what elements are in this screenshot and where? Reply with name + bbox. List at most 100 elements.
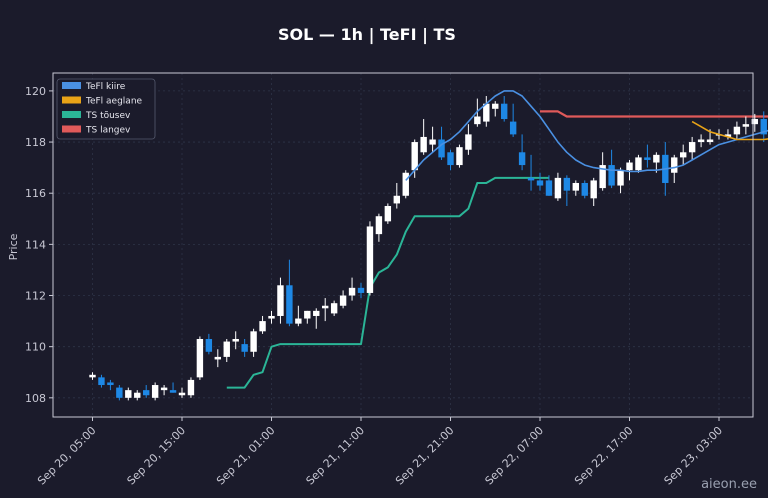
candle-body [429, 139, 436, 145]
candle-body [250, 331, 257, 352]
x-tick-label: Sep 22, 17:00 [572, 424, 636, 488]
candle [160, 385, 168, 396]
candle-body [322, 305, 329, 309]
candle [295, 305, 302, 327]
candle-body [313, 310, 320, 316]
candle-body [393, 195, 400, 204]
candle [107, 379, 114, 391]
legend: TeFl kiire TeFl aeglane TS tõusev TS langev [56, 78, 156, 140]
candle [89, 372, 96, 380]
candle [581, 180, 588, 199]
candle-body [232, 338, 239, 342]
candle-body [268, 315, 275, 319]
candle [554, 172, 562, 201]
candle [697, 134, 705, 148]
candle [313, 308, 320, 329]
candle [205, 333, 213, 355]
candle-body [160, 387, 168, 391]
candle-body [671, 157, 678, 173]
candle-body [277, 285, 284, 316]
y-axis-label: Price [7, 233, 20, 260]
candle [760, 111, 767, 143]
candle [223, 338, 230, 363]
candle-body [125, 390, 132, 398]
candle [250, 328, 257, 357]
x-tick-label: Sep 22, 07:00 [483, 424, 547, 488]
candle-body [501, 103, 508, 120]
candle [277, 277, 284, 324]
candle [724, 129, 732, 140]
candle-body [635, 157, 642, 171]
candle [590, 177, 597, 206]
candle-body [581, 182, 588, 196]
x-tick-label: Sep 21, 11:00 [304, 424, 368, 488]
candle-body [680, 152, 687, 158]
candle-body [617, 170, 624, 186]
candle [688, 136, 696, 160]
candle-body [527, 177, 535, 181]
legend-swatch [62, 82, 81, 89]
candle-body [536, 180, 544, 186]
candle [465, 124, 472, 155]
candle-body [706, 139, 714, 143]
candle [241, 338, 248, 357]
candle-body [402, 172, 409, 196]
candle [438, 126, 445, 160]
candle [134, 390, 141, 401]
candle-body [205, 338, 213, 352]
y-tick-label: 116 [25, 187, 46, 200]
candle-body [223, 341, 230, 357]
candle-body [447, 152, 454, 166]
candle-body [259, 321, 266, 332]
legend-swatch [62, 96, 81, 104]
candle [286, 259, 293, 327]
candle [536, 172, 544, 191]
y-tick-label: 118 [25, 136, 46, 149]
candle [483, 96, 490, 127]
x-tick-label: Sep 20, 15:00 [125, 424, 189, 488]
candle [348, 277, 356, 301]
plot-frame [52, 72, 754, 418]
candle [626, 159, 633, 181]
candle-body [384, 205, 392, 222]
x-tick-label: Sep 21, 01:00 [214, 424, 278, 488]
candle-body [751, 119, 758, 125]
candle [653, 152, 660, 173]
candle-body [411, 142, 418, 171]
candle-body [295, 318, 302, 324]
candle-body [608, 165, 615, 186]
candle [447, 149, 454, 171]
candle [330, 300, 338, 316]
candle-body [366, 226, 374, 293]
candle-body [98, 377, 105, 386]
legend-swatch [62, 125, 81, 133]
candle-body [492, 103, 499, 109]
candle-body [545, 180, 553, 196]
candle-body [509, 121, 517, 135]
x-tick-label: Sep 21, 21:00 [393, 424, 457, 488]
candle-body [196, 338, 204, 378]
candle-body [697, 139, 705, 143]
candle-body [438, 139, 445, 158]
candle [599, 152, 606, 191]
candle [187, 377, 195, 398]
candle-body [474, 116, 481, 125]
y-tick-label: 112 [25, 290, 46, 303]
candle [169, 382, 177, 393]
candle [196, 336, 204, 380]
candle [304, 310, 311, 324]
watermark: aieon.ee [701, 477, 757, 492]
candle [635, 154, 642, 173]
candle [375, 213, 383, 242]
candle-body [286, 285, 293, 324]
candle-body [456, 147, 463, 166]
candle-body [330, 303, 338, 314]
candle [572, 180, 579, 196]
candle-body [107, 382, 114, 386]
candle-body [187, 379, 195, 396]
grid [53, 73, 753, 417]
candle-body [742, 124, 750, 127]
candle-body [518, 152, 526, 166]
candle [411, 139, 418, 178]
candle-body [241, 344, 248, 352]
